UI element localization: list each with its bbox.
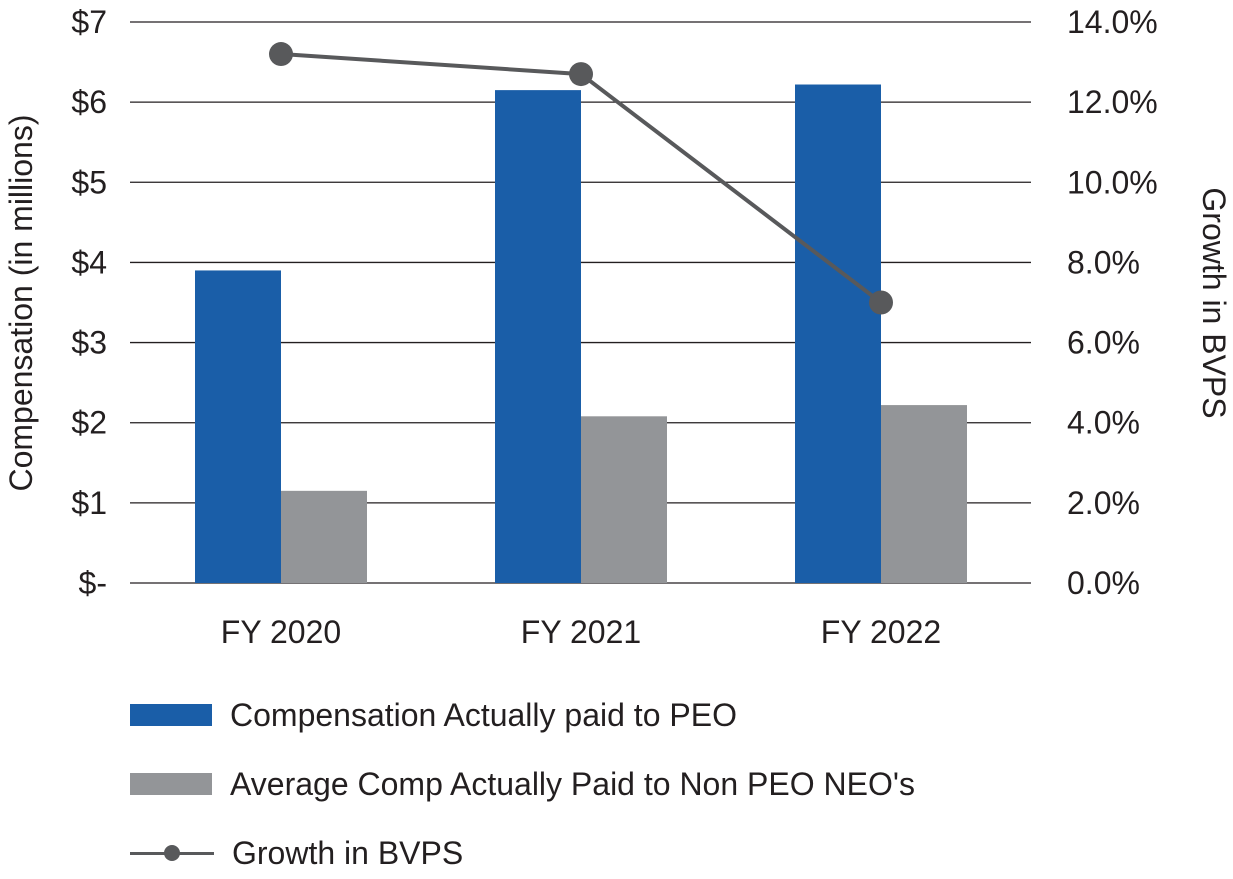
bar-peo-fy-2021 (495, 90, 581, 583)
legend-line-dot (164, 845, 180, 861)
right-axis-title: Growth in BVPS (1196, 187, 1232, 418)
left-axis-title: Compensation (in millions) (3, 114, 39, 491)
y-tick-label-0: $- (79, 565, 107, 601)
right-axis-ticks: 0.0% 2.0% 4.0% 6.0% 8.0% 10.0% 12.0% 14.0% (1067, 4, 1158, 601)
x-tick-label-fy-2022: FY 2022 (821, 614, 941, 650)
bars (195, 84, 967, 584)
x-tick-label-fy-2020: FY 2020 (221, 614, 341, 650)
bvps-point-fy-2020 (269, 42, 293, 67)
y2-tick-label-6: 12.0% (1067, 84, 1158, 120)
bar-peo-fy-2020 (195, 270, 281, 583)
y2-tick-label-0: 0.0% (1067, 565, 1140, 601)
legend-item-peo: Compensation Actually paid to PEO (130, 690, 737, 740)
y2-tick-label-7: 14.0% (1067, 4, 1158, 40)
y-tick-label-4: $4 (71, 244, 107, 280)
bar-non-peo-fy-2020 (281, 490, 367, 583)
y-tick-label-1: $1 (71, 485, 107, 521)
y2-tick-label-3: 6.0% (1067, 325, 1140, 361)
legend-label-peo: Compensation Actually paid to PEO (230, 696, 737, 733)
legend-swatch-non-peo (130, 773, 212, 795)
legend-item-bvps: Growth in BVPS (130, 828, 463, 878)
bvps-compensation-chart: $- $1 $2 $3 $4 $5 $6 $7 0.0% 2.0% 4.0% 6.0% 8.0% 10.… (3, 4, 1232, 650)
bvps-point-fy-2021 (569, 62, 593, 87)
y2-tick-label-5: 10.0% (1067, 164, 1158, 200)
x-tick-label-fy-2021: FY 2021 (521, 614, 641, 650)
bar-peo-fy-2022 (795, 84, 881, 584)
legend-swatch-peo (130, 704, 212, 726)
y-tick-label-2: $2 (71, 405, 107, 441)
bar-non-peo-fy-2021 (581, 416, 667, 583)
y2-tick-label-2: 4.0% (1067, 405, 1140, 441)
bar-non-peo-fy-2022 (881, 405, 967, 583)
y2-tick-label-1: 2.0% (1067, 485, 1140, 521)
legend-label-bvps: Growth in BVPS (232, 834, 464, 871)
legend-item-non-peo: Average Comp Actually Paid to Non PEO NE… (130, 759, 915, 809)
y-tick-label-6: $6 (71, 84, 107, 120)
y-tick-label-3: $3 (71, 325, 107, 361)
y-tick-label-7: $7 (71, 4, 107, 40)
y-tick-label-5: $5 (71, 164, 107, 200)
legend-label-non-peo: Average Comp Actually Paid to Non PEO NE… (230, 765, 915, 802)
bvps-point-fy-2022 (869, 290, 893, 315)
bvps-line (269, 42, 893, 315)
y2-tick-label-4: 8.0% (1067, 244, 1140, 280)
legend-line-marker (130, 842, 214, 864)
left-axis-ticks: $- $1 $2 $3 $4 $5 $6 $7 (71, 4, 107, 601)
x-axis-ticks: FY 2020 FY 2021 FY 2022 (221, 614, 941, 650)
